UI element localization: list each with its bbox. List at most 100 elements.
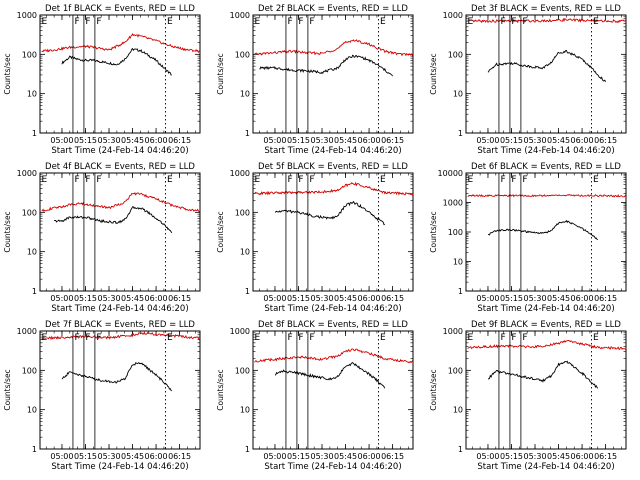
marker-label: E [593, 333, 599, 343]
y-axis-label: Counts/sec [429, 53, 438, 94]
plot-panel-8: Det 8f BLACK = Events, RED = LLD 1 10 100 10… [216, 320, 414, 472]
plot-frame [252, 14, 414, 134]
marker-label: E [167, 333, 173, 343]
marker-label: F [522, 17, 527, 27]
x-axis-label: Start Time (24-Feb-14 04:46:20) [264, 462, 401, 472]
x-tick-label: 05:30 [97, 452, 120, 461]
x-tick-label: 05:15 [74, 294, 97, 303]
y-tick-label: 1000 [17, 11, 37, 20]
y-tick-label: 100 [235, 50, 250, 59]
x-tick-label: 05:45 [547, 136, 570, 145]
marker-label: F [298, 333, 303, 343]
marker-label: E [167, 17, 173, 27]
y-tick-label: 10 [453, 90, 463, 99]
plot-panel-9: Det 9f BLACK = Events, RED = LLD 1 10 100 10… [429, 320, 627, 472]
y-tick-label: 1000 [443, 199, 463, 208]
x-tick-label: 05:45 [547, 452, 570, 461]
plot-frame [465, 14, 627, 134]
x-tick-label: 06:15 [168, 136, 191, 145]
plot-title: Det 8f BLACK = Events, RED = LLD [258, 320, 408, 330]
y-tick-label: 10 [453, 406, 463, 415]
plot-title: Det 4f BLACK = Events, RED = LLD [45, 162, 195, 172]
y-tick-label: 1000 [230, 327, 250, 336]
x-tick-label: 05:30 [310, 136, 333, 145]
x-tick-label: 05:00 [263, 452, 286, 461]
plot-panel-3: Det 3f BLACK = Events, RED = LLD 1 10 100 10… [429, 4, 627, 156]
x-axis-label: Start Time (24-Feb-14 04:46:20) [477, 146, 614, 156]
x-tick-label: 05:30 [97, 294, 120, 303]
marker-label: E [42, 17, 48, 27]
y-tick-label: 100 [448, 228, 463, 237]
plot-frame [39, 14, 201, 134]
plot-panel-6: Det 6f BLACK = Events, RED = LLD 1 10 100 10… [429, 162, 627, 314]
marker-label: F [96, 333, 101, 343]
x-tick-label: 05:00 [50, 294, 73, 303]
series-line-events [487, 360, 599, 389]
series-line-lld [254, 181, 414, 196]
y-tick-label: 10 [240, 248, 250, 257]
y-tick-label: 100 [235, 366, 250, 375]
x-tick-label: 05:15 [287, 136, 310, 145]
x-tick-label: 05:30 [523, 452, 546, 461]
plot-title: Det 9f BLACK = Events, RED = LLD [471, 320, 621, 330]
plot-title: Det 5f BLACK = Events, RED = LLD [258, 162, 408, 172]
marker-label: F [298, 175, 303, 185]
series-line-lld [467, 17, 627, 24]
marker-label: E [380, 333, 386, 343]
x-tick-label: 05:15 [500, 294, 523, 303]
marker-label: F [511, 333, 516, 343]
y-tick-label: 1000 [17, 327, 37, 336]
series-line-lld [41, 331, 201, 341]
marker-label: F [309, 175, 314, 185]
y-tick-label: 10 [27, 248, 37, 257]
x-tick-label: 05:00 [476, 452, 499, 461]
plot-frame [465, 330, 627, 450]
marker-label: F [96, 17, 101, 27]
marker-label: F [74, 333, 79, 343]
series-line-lld [254, 39, 414, 57]
plot-frame [39, 330, 201, 450]
y-tick-label: 1 [32, 445, 37, 454]
x-tick-label: 05:15 [287, 294, 310, 303]
x-tick-label: 06:00 [571, 294, 594, 303]
x-tick-label: 05:30 [310, 294, 333, 303]
x-tick-label: 06:00 [145, 452, 168, 461]
plot-title: Det 3f BLACK = Events, RED = LLD [471, 4, 621, 14]
plot-title: Det 2f BLACK = Events, RED = LLD [258, 4, 408, 14]
plot-frame [252, 330, 414, 450]
x-tick-label: 05:45 [121, 136, 144, 145]
series-line-events [274, 362, 386, 389]
y-axis-label: Counts/sec [216, 369, 225, 410]
marker-label: F [500, 333, 505, 343]
series-line-lld [254, 348, 414, 364]
marker-label: E [255, 175, 261, 185]
y-tick-label: 100 [235, 208, 250, 217]
y-tick-label: 10 [27, 90, 37, 99]
marker-label: F [287, 333, 292, 343]
y-axis-label: Counts/sec [429, 211, 438, 252]
y-tick-label: 1000 [230, 169, 250, 178]
y-tick-label: 10 [240, 90, 250, 99]
marker-label: E [42, 175, 48, 185]
plot-title: Det 6f BLACK = Events, RED = LLD [471, 162, 621, 172]
x-tick-label: 05:45 [547, 294, 570, 303]
x-tick-label: 05:45 [334, 452, 357, 461]
x-tick-label: 06:15 [594, 452, 617, 461]
y-tick-label: 100 [448, 366, 463, 375]
y-tick-label: 1 [245, 129, 250, 138]
y-tick-label: 1 [245, 287, 250, 296]
y-tick-label: 1 [32, 129, 37, 138]
x-tick-label: 05:45 [334, 294, 357, 303]
series-line-lld [467, 193, 627, 198]
x-tick-label: 05:00 [50, 136, 73, 145]
marker-label: E [255, 333, 261, 343]
plot-panel-5: Det 5f BLACK = Events, RED = LLD 1 10 100 10… [216, 162, 414, 314]
y-tick-label: 100 [22, 366, 37, 375]
x-tick-label: 05:30 [97, 136, 120, 145]
x-axis-label: Start Time (24-Feb-14 04:46:20) [51, 462, 188, 472]
x-tick-label: 05:15 [287, 452, 310, 461]
marker-label: E [167, 175, 173, 185]
x-tick-label: 06:00 [358, 294, 381, 303]
y-tick-label: 10 [453, 258, 463, 267]
